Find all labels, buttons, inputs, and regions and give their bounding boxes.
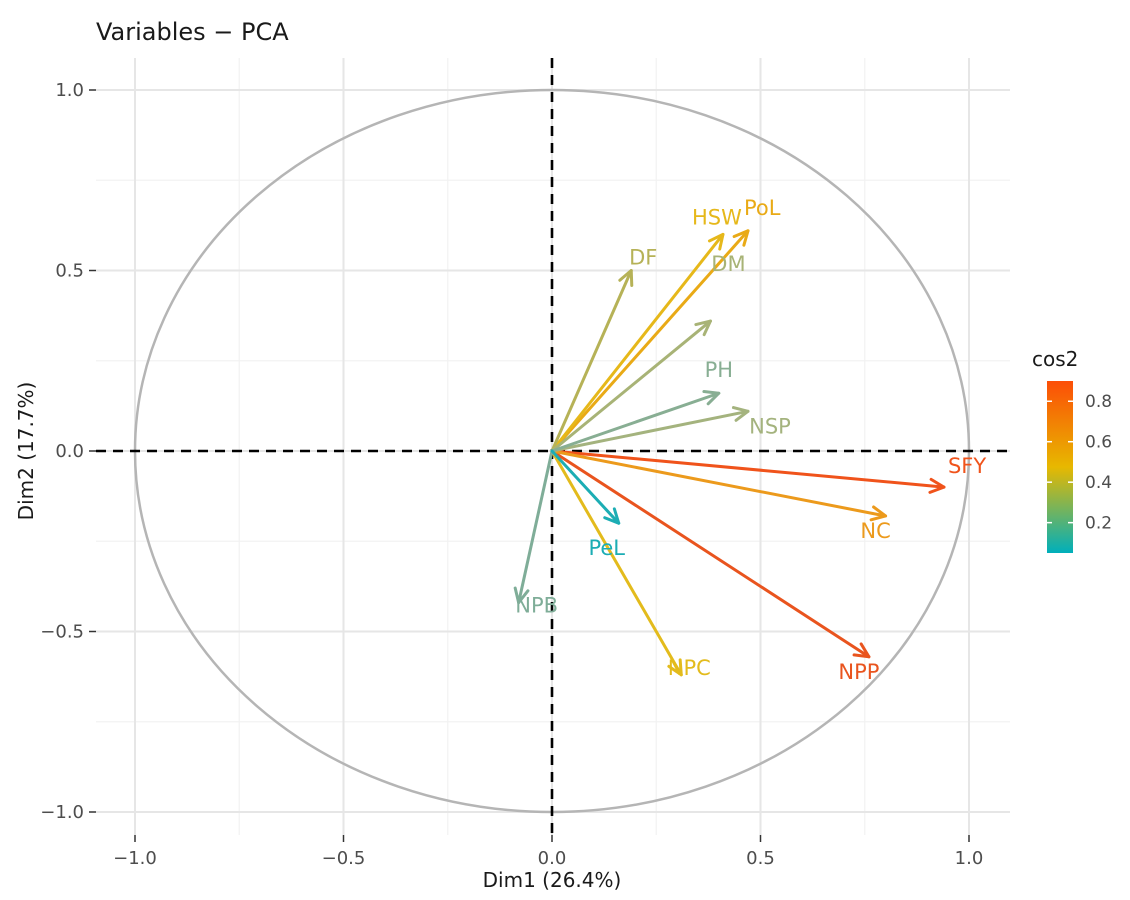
arrowhead-df (618, 269, 634, 287)
arrow-npb (517, 449, 554, 605)
chart-title: Variables − PCA (96, 18, 289, 46)
legend-title: cos2 (1032, 347, 1078, 371)
label-npp: NPP (838, 660, 879, 684)
label-ph: PH (705, 358, 733, 382)
label-npc: NPC (668, 656, 711, 680)
legend-tick-label: 0.8 (1085, 392, 1112, 412)
y-tick-label: −1.0 (40, 802, 84, 823)
label-nc: NC (860, 519, 890, 543)
arrow-sfy (550, 449, 946, 489)
arrowhead-dm (694, 319, 712, 337)
arrow-ph (550, 391, 721, 453)
y-tick-label: 1.0 (55, 80, 84, 101)
arrowhead-npb (513, 586, 530, 605)
x-tick-label: 0.5 (746, 848, 775, 869)
arrow-npp (550, 449, 871, 659)
y-axis-ticks: −1.0 −0.5 0.0 0.5 1.0 (40, 80, 96, 823)
label-sfy: SFY (948, 454, 986, 478)
x-tick-label: 0.0 (538, 848, 567, 869)
arrow-pol (550, 229, 750, 453)
arrowhead-sfy (928, 477, 946, 494)
legend-tick-label: 0.2 (1085, 514, 1112, 534)
x-tick-label: 1.0 (955, 848, 984, 869)
arrowhead-npp (852, 642, 871, 659)
arrow-nc (550, 449, 888, 518)
arrow-dm (550, 319, 712, 453)
variable-arrows (513, 229, 946, 677)
arrow-npc (550, 449, 683, 677)
zero-reference-lines (96, 58, 1010, 835)
label-nsp: NSP (749, 414, 791, 438)
arrow-nsp (550, 409, 750, 453)
label-pel: PeL (588, 536, 625, 560)
y-tick-label: 0.5 (55, 261, 84, 282)
arrow-pel (550, 449, 621, 525)
arrow-df (550, 269, 633, 453)
y-tick-label: 0.0 (55, 441, 84, 462)
cos2-legend: cos2 0.2 0.4 0.6 0.8 (1032, 347, 1112, 553)
arrowhead-hsw (707, 232, 725, 251)
label-hsw: HSW (692, 205, 742, 229)
y-tick-label: −0.5 (40, 622, 84, 643)
arrowhead-pol (732, 229, 750, 247)
arrowhead-pel (603, 507, 621, 525)
x-tick-label: −0.5 (322, 848, 366, 869)
label-df: DF (629, 246, 657, 270)
label-npb: NPB (515, 594, 558, 618)
y-axis-title: Dim2 (17.7%) (14, 382, 38, 521)
legend-tick-label: 0.6 (1085, 433, 1112, 453)
arrowhead-nc (869, 505, 888, 522)
arrowhead-ph (702, 389, 721, 406)
x-axis-ticks: −1.0 −0.5 0.0 0.5 1.0 (113, 835, 983, 869)
legend-ticks: 0.2 0.4 0.6 0.8 (1047, 392, 1112, 534)
legend-tick-label: 0.4 (1085, 473, 1112, 493)
legend-colorbar (1047, 381, 1073, 553)
x-tick-label: −1.0 (113, 848, 157, 869)
arrowhead-npc (667, 658, 683, 677)
arrowhead-nsp (731, 406, 750, 422)
label-pol: PoL (744, 196, 781, 220)
arrow-hsw (550, 232, 725, 453)
x-axis-title: Dim1 (26.4%) (483, 868, 622, 892)
label-dm: DM (711, 252, 745, 276)
